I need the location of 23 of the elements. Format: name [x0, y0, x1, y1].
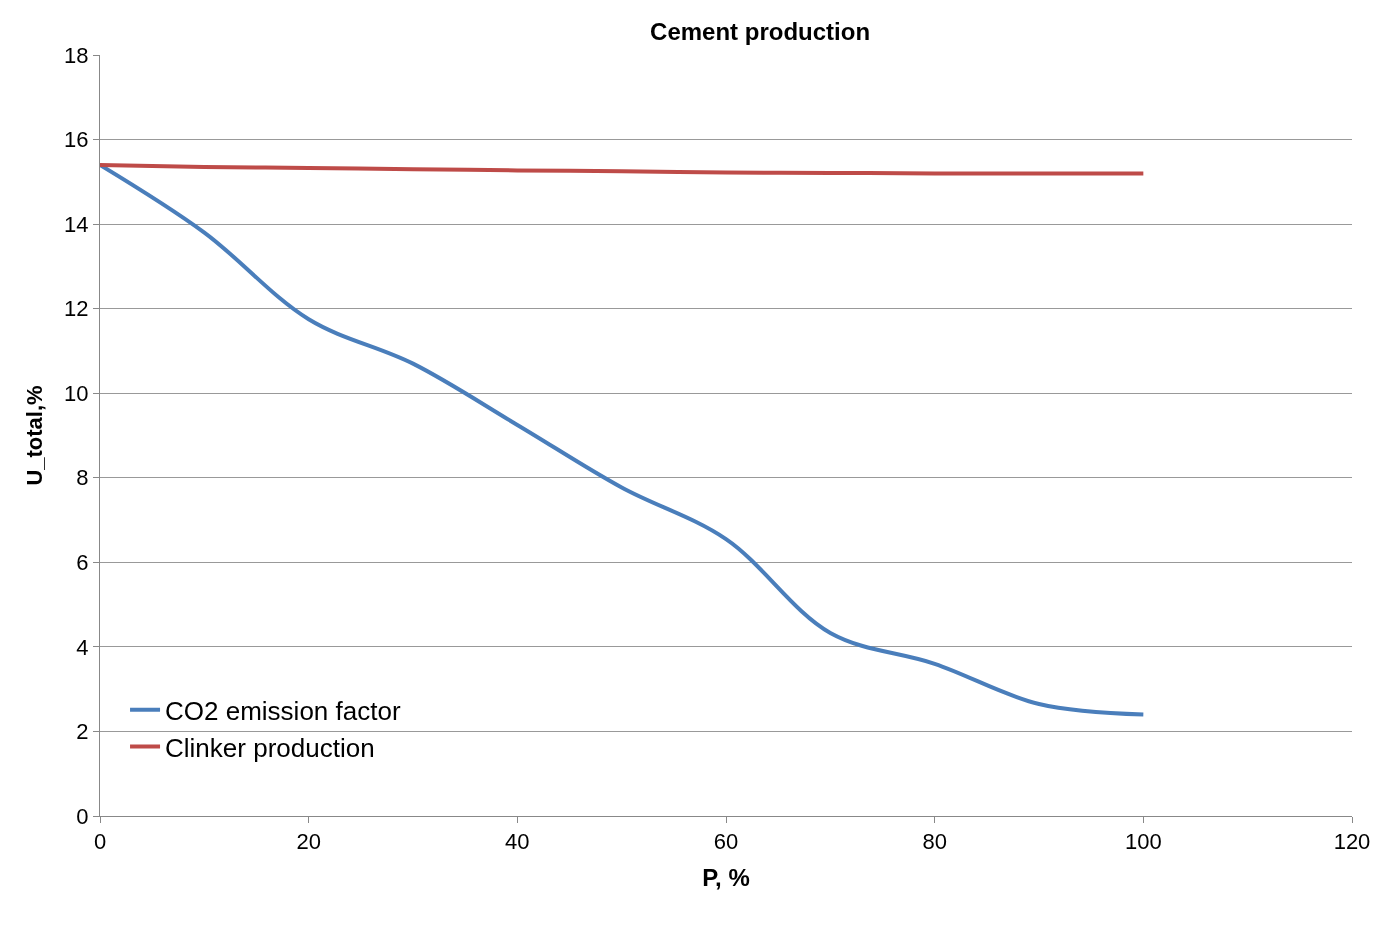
- x-tick-label: 20: [296, 829, 321, 855]
- y-tick-label: 8: [76, 465, 89, 491]
- legend-label: CO2 emission factor: [165, 695, 401, 726]
- y-tick-label: 0: [76, 803, 89, 829]
- x-tick-label: 60: [713, 829, 739, 855]
- x-tick-label: 120: [1333, 829, 1371, 855]
- y-tick-label: 4: [76, 634, 89, 660]
- y-axis-title: U_total,%: [21, 385, 47, 486]
- y-tick-label: 6: [76, 550, 89, 576]
- y-tick-label: 2: [76, 719, 89, 745]
- x-tick-label: 100: [1124, 829, 1162, 855]
- line-series: [100, 162, 1146, 176]
- legend-label: Clinker production: [165, 732, 375, 763]
- y-tick-label: 16: [64, 127, 89, 153]
- x-tick-label: 40: [505, 829, 530, 855]
- x-tick-label: 0: [93, 829, 107, 855]
- y-tick-label: 18: [64, 42, 89, 68]
- y-tick-label: 10: [64, 380, 89, 406]
- y-tick-label: 14: [64, 211, 89, 237]
- x-tick-label: 80: [922, 829, 947, 855]
- y-tick-label: 12: [64, 296, 89, 322]
- chart-title: Cement production: [650, 17, 871, 45]
- x-axis-title: P, %: [702, 863, 750, 891]
